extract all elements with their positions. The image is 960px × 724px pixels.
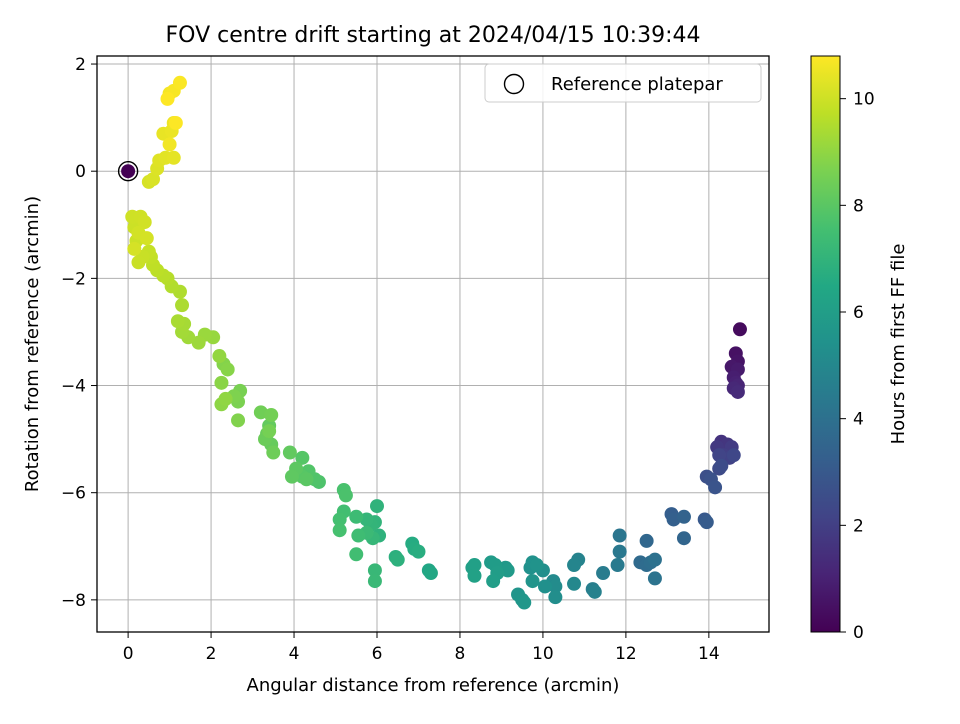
data-point	[529, 558, 544, 573]
data-point	[647, 571, 662, 586]
data-point	[567, 558, 582, 573]
colorbar-tick-label: 0	[853, 623, 864, 643]
reference-platepar-marker	[117, 160, 139, 182]
x-tick-label: 14	[698, 644, 720, 664]
data-point	[639, 533, 654, 548]
y-tick-label: −4	[61, 377, 86, 397]
x-tick-label: 4	[289, 644, 300, 664]
chart-title: FOV centre drift starting at 2024/04/15 …	[166, 23, 701, 48]
data-point	[612, 544, 627, 559]
legend-marker	[503, 73, 525, 95]
data-point	[172, 75, 187, 90]
x-tick-label: 12	[615, 644, 637, 664]
data-point	[676, 509, 691, 524]
data-point	[486, 574, 501, 589]
data-point	[212, 349, 227, 364]
x-tick-label: 6	[372, 644, 383, 664]
data-point	[162, 137, 177, 152]
data-point	[349, 547, 364, 562]
data-point	[712, 448, 727, 463]
data-point	[699, 515, 714, 530]
y-tick-label: −8	[61, 591, 86, 611]
legend-box	[484, 63, 762, 103]
data-point	[146, 172, 160, 187]
data-point	[284, 469, 299, 484]
data-point	[349, 509, 364, 524]
data-point	[351, 528, 366, 543]
y-tick-label: 0	[75, 162, 86, 182]
data-point	[220, 362, 235, 377]
data-point	[282, 445, 297, 460]
data-point	[338, 488, 353, 503]
colorbar	[810, 55, 841, 633]
data-point	[517, 595, 532, 610]
colorbar-tick-label: 2	[853, 516, 864, 536]
colorbar-label: Hours from first FF file	[888, 244, 909, 445]
data-point	[218, 391, 233, 406]
colorbar-tick-label: 8	[853, 196, 864, 216]
data-point	[332, 512, 347, 527]
data-point	[596, 566, 611, 581]
data-point	[170, 314, 185, 329]
data-point	[266, 445, 281, 460]
data-point	[264, 407, 279, 422]
data-point	[525, 574, 540, 589]
data-point	[411, 544, 426, 559]
data-point	[730, 384, 745, 399]
data-point	[137, 215, 152, 230]
data-point	[467, 558, 482, 573]
data-point	[160, 91, 175, 106]
data-point	[299, 472, 314, 487]
data-point	[214, 375, 229, 390]
colorbar-tick-label: 10	[853, 90, 875, 110]
legend-label: Reference platepar	[551, 74, 723, 95]
data-point	[548, 579, 563, 594]
data-point	[676, 531, 691, 546]
colorbar-tick-label: 4	[853, 410, 864, 430]
data-point	[262, 424, 277, 439]
data-point	[367, 574, 382, 589]
y-axis-label: Rotation from reference (arcmin)	[22, 196, 43, 492]
data-point	[191, 335, 206, 350]
data-point	[367, 563, 382, 578]
data-point	[612, 528, 627, 543]
data-point	[538, 579, 552, 594]
data-point	[647, 552, 662, 567]
data-point	[548, 590, 563, 605]
data-point	[726, 448, 741, 463]
data-point	[708, 480, 723, 495]
y-tick-label: −6	[61, 484, 86, 504]
data-point	[131, 255, 146, 270]
data-point	[332, 523, 347, 538]
data-point	[370, 499, 384, 514]
data-point	[732, 322, 747, 337]
x-tick-label: 0	[123, 644, 134, 664]
y-tick-label: 2	[75, 55, 86, 75]
data-point	[166, 150, 181, 165]
y-tick-label: −2	[61, 269, 86, 289]
x-axis-label: Angular distance from reference (arcmin)	[247, 675, 620, 696]
data-point	[587, 584, 602, 599]
data-point	[467, 568, 482, 583]
data-point	[423, 566, 438, 581]
data-point	[175, 298, 190, 313]
data-point	[567, 576, 582, 591]
x-tick-label: 10	[532, 644, 554, 664]
plot-frame	[96, 55, 770, 633]
x-tick-label: 8	[455, 644, 466, 664]
x-tick-label: 2	[206, 644, 217, 664]
data-point	[231, 413, 246, 428]
data-point	[714, 458, 729, 473]
data-point	[390, 552, 405, 567]
legend: Reference platepar	[484, 63, 762, 103]
data-point	[121, 164, 136, 179]
colorbar-tick-label: 6	[853, 303, 864, 323]
data-point	[127, 241, 142, 256]
data-point	[168, 115, 183, 130]
data-point	[610, 558, 625, 573]
data-point	[295, 450, 310, 465]
data-point	[139, 231, 154, 246]
